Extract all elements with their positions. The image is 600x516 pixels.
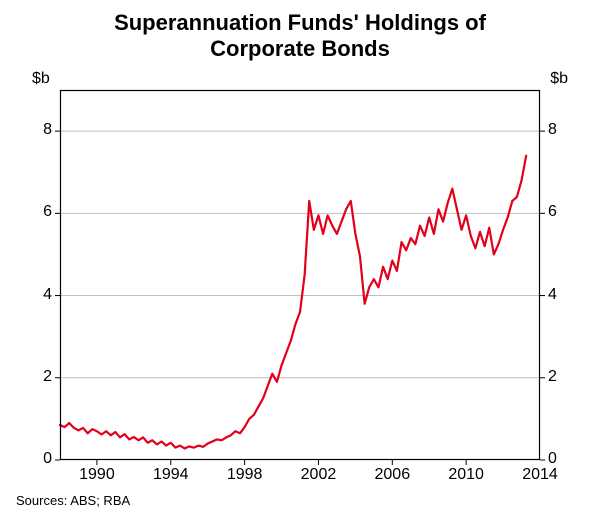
x-tick-label: 2002 <box>296 466 340 484</box>
y-tick-label: 8 <box>548 121 557 139</box>
x-tick-label: 2006 <box>370 466 414 484</box>
plot-svg <box>60 90 540 460</box>
y-tick-label: 2 <box>548 368 557 386</box>
y-axis-unit-left: $b <box>32 70 50 88</box>
y-tick-label: 6 <box>548 203 557 221</box>
chart-title: Superannuation Funds' Holdings of Corpor… <box>0 10 600 63</box>
y-axis-unit-right: $b <box>550 70 568 88</box>
x-tick-label: 1990 <box>75 466 119 484</box>
chart-container: Superannuation Funds' Holdings of Corpor… <box>0 0 600 516</box>
x-tick-label: 1998 <box>223 466 267 484</box>
x-tick-label: 2014 <box>518 466 562 484</box>
chart-title-line1: Superannuation Funds' Holdings of <box>114 10 486 35</box>
y-tick-label: 4 <box>548 286 557 304</box>
chart-title-line2: Corporate Bonds <box>210 36 390 61</box>
y-tick-label: 6 <box>43 203 52 221</box>
y-tick-label: 4 <box>43 286 52 304</box>
x-tick-label: 1994 <box>149 466 193 484</box>
y-tick-label: 2 <box>43 368 52 386</box>
plot-area <box>60 90 540 460</box>
y-tick-label: 0 <box>43 450 52 468</box>
x-tick-label: 2010 <box>444 466 488 484</box>
sources-text: Sources: ABS; RBA <box>16 493 130 508</box>
y-tick-label: 8 <box>43 121 52 139</box>
